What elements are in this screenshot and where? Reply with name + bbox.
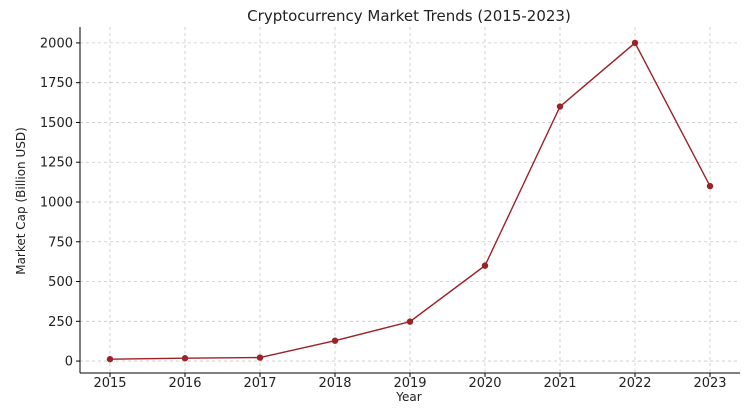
axes	[76, 27, 740, 377]
y-axis-label: Market Cap (Billion USD)	[14, 127, 28, 275]
x-tick-label: 2016	[168, 376, 201, 391]
data-point	[706, 182, 714, 190]
y-tick-label: 250	[48, 315, 73, 330]
data-point	[181, 355, 189, 362]
x-tick-label: 2019	[393, 376, 426, 391]
data-point	[631, 39, 639, 47]
x-tick-label: 2020	[468, 376, 501, 391]
x-axis-label: Year	[395, 390, 421, 404]
x-tick-label: 2018	[318, 376, 351, 391]
data-point	[406, 318, 414, 325]
data-point	[481, 262, 489, 269]
y-tick-label: 0	[65, 355, 73, 370]
y-tick-label: 1250	[40, 156, 73, 171]
y-tick-label: 1500	[40, 116, 73, 131]
x-tick-label: 2015	[93, 376, 126, 391]
y-tick-label: 1750	[40, 76, 73, 91]
x-tick-label: 2022	[618, 376, 651, 391]
data-point	[556, 103, 564, 110]
y-tick-label: 1000	[40, 195, 73, 210]
data-point	[331, 337, 339, 344]
y-tick-label: 750	[48, 235, 73, 250]
y-tick-label: 2000	[40, 36, 73, 51]
x-tick-label: 2023	[693, 376, 726, 391]
x-tick-label: 2021	[543, 376, 576, 391]
x-tick-label: 2017	[243, 376, 276, 391]
tick-labels: 0 250 500 750 1000 1250 1500 1750 2000 2015 2016 20…	[40, 36, 727, 391]
y-tick-label: 500	[48, 275, 73, 290]
chart-title: Cryptocurrency Market Trends (2015-2023)	[247, 7, 571, 25]
data-series	[106, 39, 714, 363]
data-point	[256, 354, 264, 361]
data-point	[106, 355, 114, 363]
